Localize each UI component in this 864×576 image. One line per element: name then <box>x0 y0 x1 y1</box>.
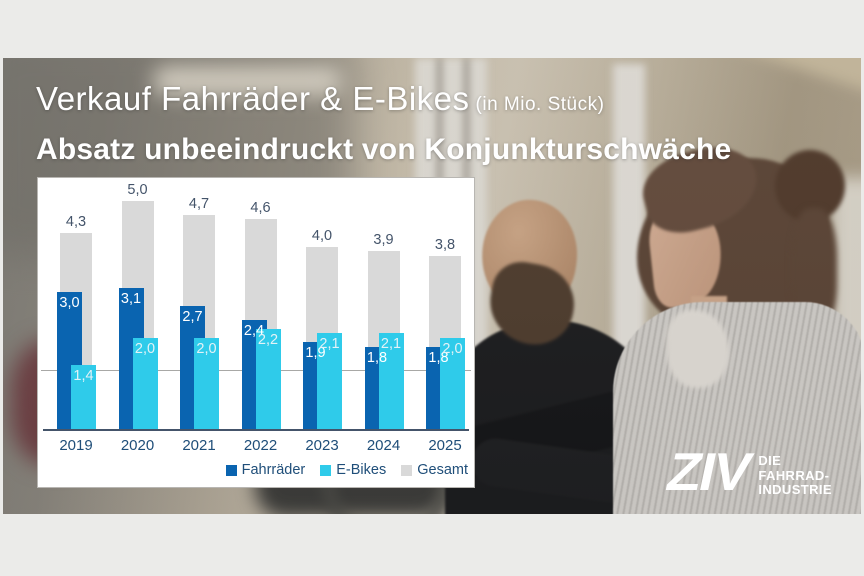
ziv-logo-tagline: DIE FAHRRAD- INDUSTRIE <box>758 453 832 498</box>
label-fahrraeder-2020: 3,1 <box>120 291 142 307</box>
legend-swatch-fahrraeder <box>225 464 237 476</box>
label-fahrraeder-2021: 2,7 <box>182 309 203 325</box>
bar-plot: 3,0 1,4 4,3 2019 3,1 2,0 5,0 2020 2,7 2,0 4,7 2021 2… <box>38 178 474 487</box>
x-tick-2025: 2025 <box>428 437 462 454</box>
ziv-tagline-line1: DIE <box>758 453 782 468</box>
label-fahrraeder-2022: 2,4 <box>243 323 265 339</box>
ziv-logo: ZIV DIE FAHRRAD- INDUSTRIE <box>662 442 832 502</box>
legend-swatch-ebikes <box>320 464 332 476</box>
label-gesamt-2023: 4,0 <box>311 228 333 244</box>
label-gesamt-2022: 4,6 <box>250 200 271 216</box>
x-tick-2020: 2020 <box>120 437 155 454</box>
legend-item-gesamt: Gesamt <box>401 462 468 478</box>
label-ebikes-2021: 2,0 <box>196 341 217 357</box>
bar-ebikes-2025 <box>440 338 465 429</box>
bar-ebikes-2019 <box>71 365 96 429</box>
chart-subtitle: Absatz unbeeindruckt von Konjunkturschwä… <box>36 133 732 166</box>
x-tick-2022: 2022 <box>243 437 278 454</box>
bar-ebikes-2022 <box>255 329 281 429</box>
label-fahrraeder-2019: 3,0 <box>59 295 80 311</box>
x-tick-2021: 2021 <box>182 437 216 454</box>
label-gesamt-2025: 3,8 <box>434 237 456 253</box>
chart-title-unit: (in Mio. Stück) <box>475 94 605 115</box>
bar-ebikes-2020 <box>132 338 158 429</box>
label-ebikes-2020: 2,0 <box>134 341 156 357</box>
label-ebikes-2024: 2,1 <box>380 336 402 352</box>
bar-ebikes-2024 <box>378 333 404 429</box>
chart-panel: 3,0 1,4 4,3 2019 3,1 2,0 5,0 2020 2,7 2,0 4,7 2021 2… <box>37 177 475 488</box>
bar-ebikes-2023 <box>317 333 342 429</box>
ziv-tagline-line3: INDUSTRIE <box>758 482 832 497</box>
label-gesamt-2020: 5,0 <box>127 182 148 198</box>
label-ebikes-2019: 1,4 <box>73 368 94 384</box>
chart-legend: Fahrräder E-Bikes Gesamt <box>225 462 468 478</box>
ziv-tagline-line2: FAHRRAD- <box>758 467 830 483</box>
label-fahrraeder-2025: 1,8 <box>428 350 449 366</box>
label-ebikes-2025: 2,0 <box>442 341 463 357</box>
legend-label-gesamt: Gesamt <box>417 462 468 478</box>
legend-item-ebikes: E-Bikes <box>320 462 386 478</box>
chart-title-text: Verkauf Fahrräder & E-Bikes <box>36 80 470 117</box>
photo-woman-lace-top <box>667 310 729 388</box>
label-gesamt-2021: 4,7 <box>188 196 210 212</box>
chart-title: Verkauf Fahrräder & E-Bikes (in Mio. Stüc… <box>36 80 731 124</box>
legend-label-ebikes: E-Bikes <box>336 462 387 478</box>
legend-swatch-gesamt <box>401 464 413 476</box>
x-tick-2024: 2024 <box>366 437 401 454</box>
ziv-logo-wordmark: ZIV <box>661 441 756 502</box>
label-ebikes-2022: 2,2 <box>257 332 279 348</box>
label-fahrraeder-2023: 1,9 <box>305 345 326 361</box>
label-ebikes-2023: 2,1 <box>319 336 340 352</box>
label-gesamt-2024: 3,9 <box>373 232 394 248</box>
x-axis-line <box>43 429 469 431</box>
photo-woman-shirt <box>613 302 861 514</box>
legend-item-fahrraeder: Fahrräder <box>225 462 306 478</box>
headline-block: Verkauf Fahrräder & E-Bikes (in Mio. Stüc… <box>36 80 731 168</box>
x-tick-2023: 2023 <box>305 437 339 454</box>
bar-ebikes-2021 <box>194 338 219 429</box>
label-gesamt-2019: 4,3 <box>65 214 87 230</box>
legend-label-fahrraeder: Fahrräder <box>241 462 306 478</box>
photo-ceiling-lights <box>153 66 343 96</box>
label-fahrraeder-2024: 1,8 <box>366 350 388 366</box>
x-tick-2019: 2019 <box>59 437 93 454</box>
